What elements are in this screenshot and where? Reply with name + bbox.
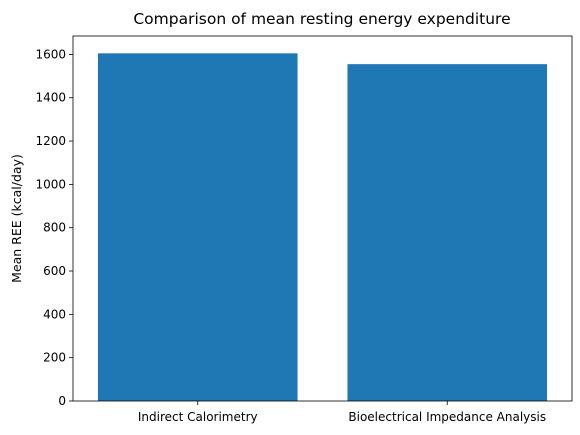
y-tick-label: 400: [43, 307, 66, 321]
chart-title: Comparison of mean resting energy expend…: [133, 10, 510, 28]
y-tick-label: 200: [43, 351, 66, 365]
y-tick-label: 1400: [35, 91, 66, 105]
y-tick-label: 800: [43, 221, 66, 235]
y-tick-label: 1600: [35, 47, 66, 61]
y-tick-label: 0: [58, 394, 66, 408]
y-axis-label: Mean REE (kcal/day): [9, 154, 24, 283]
y-tick-label: 600: [43, 264, 66, 278]
plot-frame: [72, 35, 573, 402]
x-tick-label: Indirect Calorimetry: [138, 410, 258, 424]
x-tick-label: Bioelectrical Impedance Analysis: [348, 410, 546, 424]
bar-1: [97, 53, 298, 401]
y-tick-label: 1000: [35, 177, 66, 191]
bar-2: [347, 64, 548, 401]
y-tick-label: 1200: [35, 134, 66, 148]
plot-area: Indirect Calorimetry Bioelectrical Impeda…: [35, 35, 573, 424]
